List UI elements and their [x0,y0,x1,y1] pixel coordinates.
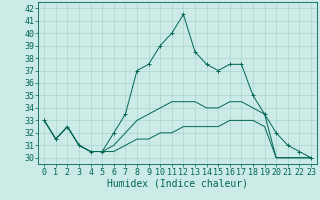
X-axis label: Humidex (Indice chaleur): Humidex (Indice chaleur) [107,179,248,189]
